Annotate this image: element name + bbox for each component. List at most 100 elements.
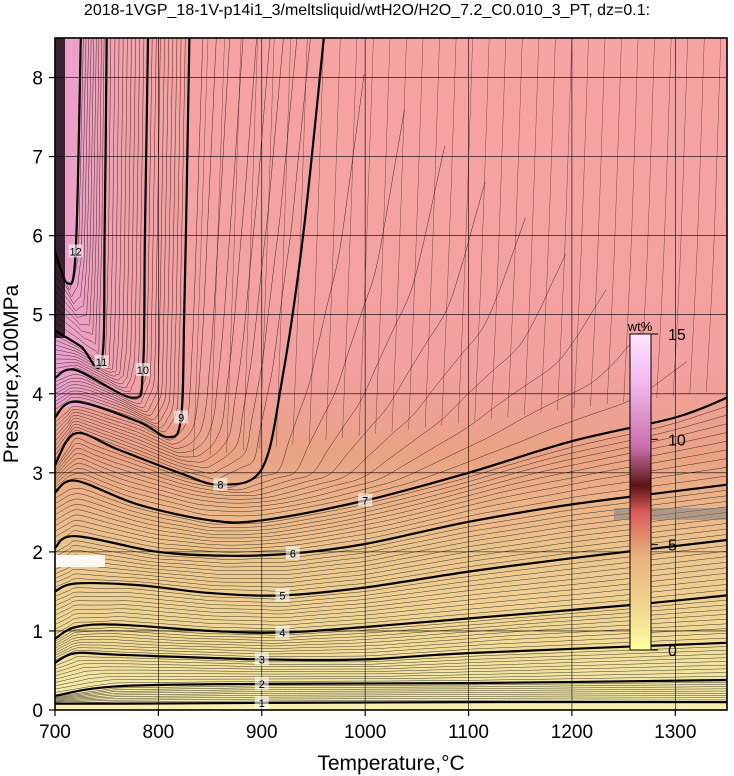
contour-label-12: 12 [70,246,82,258]
fine-contour [54,37,100,335]
contour-label-bg [94,355,109,369]
x-tick-label: 1300 [654,722,696,743]
plot-frame [54,37,728,711]
contour-label-bg [285,546,300,560]
fine-contour [54,37,165,412]
fine-contour [54,37,102,345]
contour-label-bg [275,625,290,639]
fine-contour [54,109,405,491]
contour-label-bg [213,477,228,491]
fine-contour [441,37,457,426]
y-tick-label: 4 [32,385,43,406]
fine-contour [54,37,161,408]
fine-contour [54,289,607,508]
fine-contour [54,406,728,525]
contour-line-1 [54,700,728,705]
fine-contour [54,37,157,404]
contour-line-3 [54,641,728,664]
fine-contour [54,458,728,546]
fine-contour [54,37,89,304]
fine-contour [54,37,136,385]
fine-contour [689,37,705,394]
fine-contour [55,37,132,381]
fine-contour [54,37,120,371]
x-axis-ticks: 700 800 900 1000 1100 1200 1300 [39,710,696,743]
contour-label-5: 5 [279,590,285,602]
contour-line-8 [54,37,325,486]
fine-contour [54,73,365,488]
y-tick-label: 0 [32,701,43,722]
fine-contour [292,37,308,445]
fine-contour [54,37,298,474]
fine-contour [706,37,722,392]
fine-contour [54,253,566,504]
fine-contour [507,37,523,418]
fine-contour [54,584,728,630]
y-tick-label: 6 [32,227,43,248]
contour-label-bg [254,652,269,666]
fine-contour [54,37,217,445]
fine-contour [54,432,728,535]
colorbar-ticks: 0 5 10 15 [651,327,686,660]
contour-label-4: 4 [279,628,285,640]
x-axis-label: Temperature,°C [317,752,464,775]
fine-contour [54,561,728,611]
fine-contour [375,37,391,434]
fine-contour [54,37,105,354]
fine-contour [557,37,573,411]
fine-contour [259,37,275,449]
fine-contour [474,37,490,422]
fine-contour [424,37,440,428]
contour-line-4 [54,594,728,640]
fine-contour [342,37,358,439]
fine-contour [656,37,672,399]
contour-label-6: 6 [290,548,296,560]
chart-title: 2018-1VGP_18-1V-p14i1_3/meltsliquid/wtH2… [83,2,651,19]
fine-contour [54,37,186,433]
fine-contour [54,523,728,584]
fine-contour [54,37,284,468]
contour-line-7 [54,396,728,524]
fine-contour [54,37,169,416]
colorbar-gradient [629,333,652,651]
fine-contour [54,414,728,528]
fine-contour [54,501,728,568]
x-tick-label: 1000 [344,722,386,743]
fine-contour [590,37,606,407]
fine-contour [623,37,639,403]
fine-contour [54,528,728,588]
contour-label-3: 3 [259,654,265,666]
fine-contour [573,37,589,409]
fine-contour [54,467,728,549]
colorbar-tick-label: 5 [668,538,677,555]
fine-contour [540,37,556,413]
fine-contour [54,37,124,373]
x-tick-label: 700 [39,722,71,743]
fine-contour [193,37,209,458]
fine-contour [54,361,687,517]
fine-contour [309,37,325,443]
y-tick-label: 7 [32,148,43,169]
fine-contour [54,423,728,532]
fine-contour [242,37,258,451]
fine-contour [54,609,728,647]
contour-label-1: 1 [259,698,265,710]
grid-lines [55,38,727,710]
fine-contour [54,572,728,621]
fine-contour [54,495,728,564]
y-tick-label: 5 [32,306,43,327]
y-tick-label: 2 [32,543,43,564]
contour-label-bg [174,410,189,424]
contour-label-bg [254,676,269,690]
fine-contour [524,37,540,415]
contour-label-2: 2 [259,679,265,691]
colorbar-tick-label: 15 [668,327,686,344]
y-axis-ticks: 0 1 2 3 4 5 6 7 8 [32,69,55,722]
fine-contour [54,37,145,393]
fine-contour [54,37,174,420]
contour-line-6 [54,483,728,557]
fine-contour [54,181,486,496]
fine-contour [491,37,507,420]
